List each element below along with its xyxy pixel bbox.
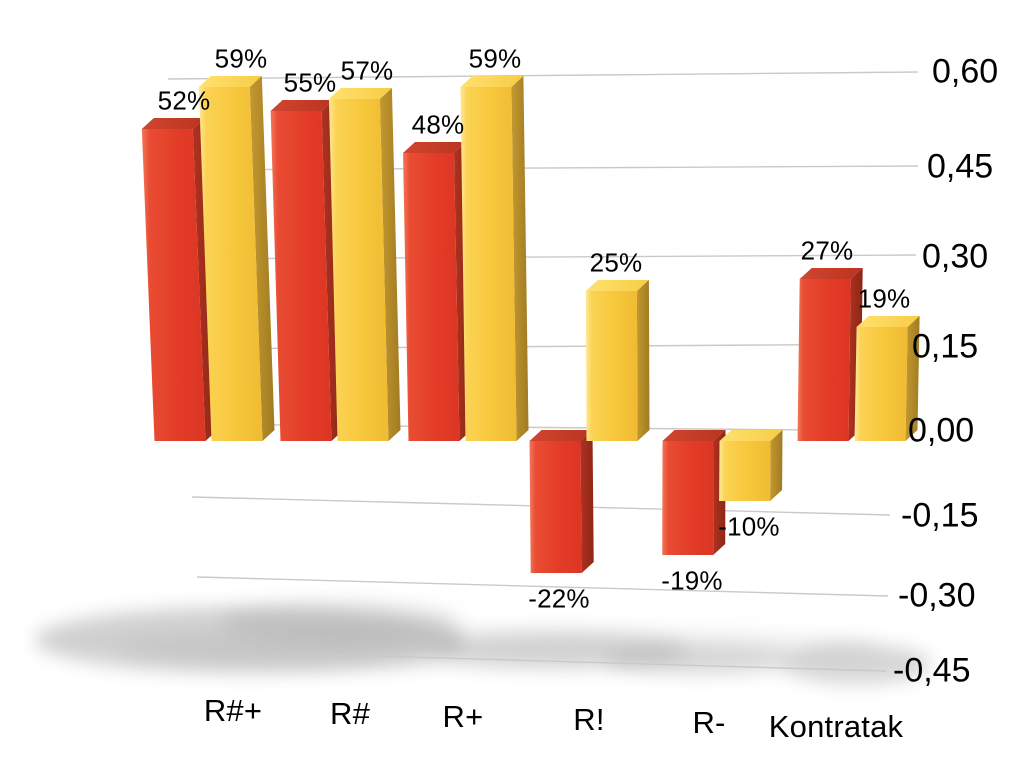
value-label: 27% [800, 235, 854, 266]
bar-yellow-1-front [328, 99, 389, 441]
bar-yellow-4-top [719, 430, 783, 441]
bar-yellow-0-side [249, 76, 275, 441]
bar-red-0-top [141, 118, 205, 129]
category-label: R# [329, 696, 371, 731]
bar-yellow-4-side [770, 430, 783, 501]
y-axis-tick-label: 0,60 [932, 52, 999, 91]
bar-red-4-front [662, 441, 714, 555]
y-axis-tick-label: 0,15 [912, 327, 979, 366]
category-label: Kontratak [768, 709, 904, 744]
category-label: R! [573, 702, 605, 737]
y-axis-tick-label: 0,00 [908, 411, 975, 450]
bar-yellow-1-top [328, 88, 392, 99]
bar-shadow [120, 628, 880, 668]
bar-yellow-3-side [636, 280, 650, 441]
value-label: 19% [857, 283, 911, 314]
bar-yellow-0-front [198, 87, 263, 441]
value-label: 48% [411, 109, 465, 140]
value-label: 55% [283, 67, 337, 98]
bar-red-1-front [270, 111, 332, 441]
bar-red-5-top [799, 268, 863, 279]
value-label: 59% [214, 43, 268, 74]
y-axis-tick-label: -0,15 [901, 496, 979, 535]
value-label: 52% [157, 85, 211, 116]
bar-yellow-2-front [460, 87, 517, 441]
y-axis-tick-label: 0,30 [922, 237, 989, 276]
bar-red-2-top [403, 142, 466, 153]
value-label: -10% [718, 511, 780, 542]
value-label: 25% [589, 247, 643, 278]
bar-red-3-side [580, 430, 594, 573]
bar-red-0-front [141, 129, 206, 441]
bar-red-3-top [529, 430, 593, 441]
bar-red-1-top [270, 100, 334, 111]
bar-red-4-top [662, 430, 726, 441]
gridline [196, 576, 889, 597]
bar-yellow-5-top [856, 316, 920, 327]
bar-yellow-0-top [198, 76, 262, 87]
bar-yellow-3-front [585, 291, 638, 441]
category-label: R#+ [203, 693, 263, 728]
category-label: R- [692, 705, 726, 740]
bar-yellow-2-side [511, 76, 529, 441]
y-axis-tick-label: -0,45 [893, 651, 971, 690]
gridline [167, 71, 919, 80]
gridline [202, 650, 887, 672]
y-axis-tick-label: -0,30 [898, 576, 976, 615]
bar-yellow-1-side [379, 88, 401, 441]
bar-red-5-front [797, 279, 851, 441]
category-label: R+ [442, 699, 484, 734]
value-label: 57% [340, 55, 394, 86]
bar-red-2-front [403, 153, 460, 441]
bar-yellow-3-top [585, 280, 649, 291]
value-label: -19% [661, 565, 723, 596]
bar-yellow-5-front [854, 327, 908, 441]
bar-yellow-5-side [905, 316, 920, 441]
value-label: 59% [468, 43, 522, 74]
bar-red-3-front [529, 441, 582, 573]
bar-yellow-2-top [460, 76, 524, 87]
bar-yellow-4-front [719, 441, 771, 501]
value-label: -22% [528, 583, 590, 614]
y-axis-tick-label: 0,45 [927, 147, 994, 186]
